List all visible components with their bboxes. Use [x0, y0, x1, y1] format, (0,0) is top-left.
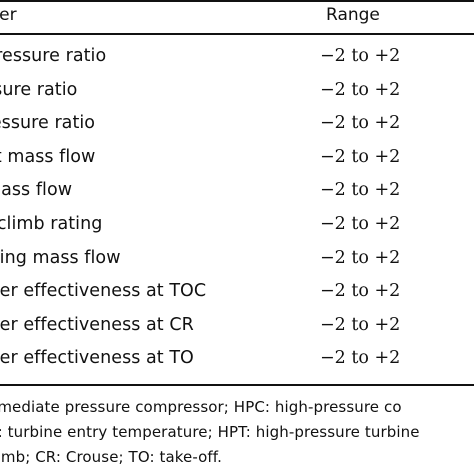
table-row: oler effectiveness at CR −2 to +2	[0, 310, 474, 344]
footnote-line: T: turbine entry temperature; HPT: high-…	[0, 421, 474, 446]
row-range: −2 to +2	[320, 180, 401, 201]
row-parameter: oler effectiveness at TO	[0, 348, 194, 369]
row-parameter: mass flow	[0, 180, 73, 201]
header-range: Range	[326, 5, 380, 25]
table-row: ssure ratio −2 to +2	[0, 75, 474, 109]
table-row: et mass flow −2 to +2	[0, 142, 474, 176]
row-range: −2 to +2	[320, 46, 401, 66]
row-parameter: oler effectiveness at CR	[0, 314, 194, 335]
row-parameter: r climb rating	[0, 213, 103, 234]
footnote-text: T: turbine entry temperature; HPT: high-…	[0, 423, 420, 441]
row-range: −2 to +2	[320, 247, 401, 268]
row-parameter: oling mass flow	[0, 247, 121, 268]
row-range: −2 to +2	[320, 146, 401, 167]
row-range: −2 to +2	[320, 113, 401, 134]
table-row: oling mass flow −2 to +2	[0, 243, 474, 277]
table-row: oler effectiveness at TOC −2 to +2	[0, 276, 474, 310]
table-top-rule	[0, 0, 474, 2]
row-parameter: ssure ratio	[0, 79, 78, 100]
table-body: pressure ratio −2 to +2 ssure ratio −2 t…	[0, 41, 474, 377]
header-parameter: eter	[0, 5, 17, 25]
table-row: mass flow −2 to +2	[0, 175, 474, 209]
footnote-line: ermediate pressure compressor; HPC: high…	[0, 396, 474, 421]
row-range: −2 to +2	[320, 348, 401, 369]
row-parameter: ressure ratio	[0, 113, 96, 134]
row-range: −2 to +2	[320, 79, 401, 100]
row-parameter: et mass flow	[0, 146, 96, 167]
row-parameter: oler effectiveness at TOC	[0, 281, 207, 302]
row-range: −2 to +2	[320, 314, 401, 335]
row-range: −2 to +2	[320, 213, 401, 234]
footnote-text: climb; CR: Crouse; TO: take-off.	[0, 448, 222, 466]
row-parameter: pressure ratio	[0, 46, 107, 66]
table-footnotes: ermediate pressure compressor; HPC: high…	[0, 396, 474, 471]
row-range: −2 to +2	[320, 281, 401, 302]
table-row: ressure ratio −2 to +2	[0, 108, 474, 142]
table-bottom-rule	[0, 384, 474, 386]
table-header-rule	[0, 33, 474, 35]
footnote-line: climb; CR: Crouse; TO: take-off.	[0, 446, 474, 471]
table-row: pressure ratio −2 to +2	[0, 41, 474, 75]
table-row: oler effectiveness at TO −2 to +2	[0, 343, 474, 377]
table-row: r climb rating −2 to +2	[0, 209, 474, 243]
footnote-text: ermediate pressure compressor; HPC: high…	[0, 398, 402, 416]
